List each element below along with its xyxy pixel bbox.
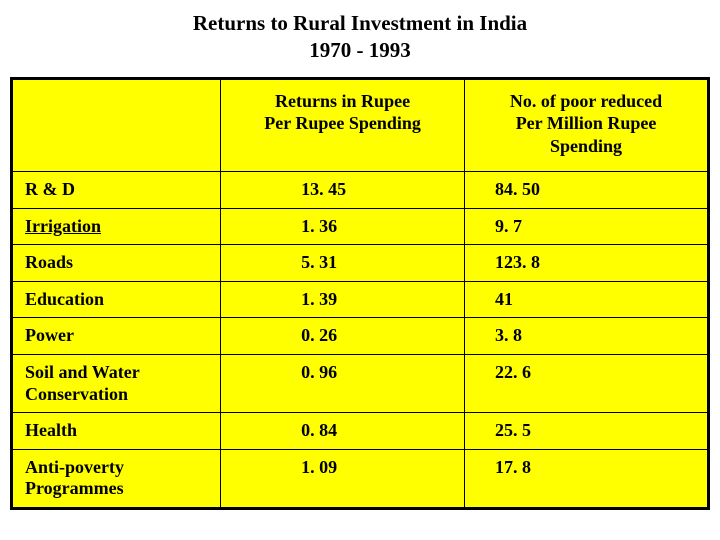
header-returns-line1: Returns in Rupee	[275, 91, 410, 111]
table-row: Roads5. 31123. 8	[12, 245, 709, 282]
rural-investment-table: Returns in Rupee Per Rupee Spending No. …	[10, 77, 710, 510]
cell-poor-reduced: 84. 50	[465, 172, 709, 209]
title-area: Returns to Rural Investment in India 197…	[0, 0, 720, 77]
header-poor-reduced: No. of poor reduced Per Million Rupee Sp…	[465, 78, 709, 172]
cell-category: Power	[12, 318, 221, 355]
table-row: Anti-poverty Programmes1. 0917. 8	[12, 449, 709, 508]
cell-category: R & D	[12, 172, 221, 209]
header-returns: Returns in Rupee Per Rupee Spending	[221, 78, 465, 172]
table-row: Soil and Water Conservation0. 9622. 6	[12, 355, 709, 413]
table-row: Health0. 8425. 5	[12, 413, 709, 450]
cell-category: Soil and Water Conservation	[12, 355, 221, 413]
table-row: R & D13. 4584. 50	[12, 172, 709, 209]
table-row: Power0. 263. 8	[12, 318, 709, 355]
cell-returns: 0. 26	[221, 318, 465, 355]
cell-returns: 1. 36	[221, 208, 465, 245]
table-header-row: Returns in Rupee Per Rupee Spending No. …	[12, 78, 709, 172]
cell-returns: 1. 09	[221, 449, 465, 508]
cell-poor-reduced: 123. 8	[465, 245, 709, 282]
table-container: Returns in Rupee Per Rupee Spending No. …	[10, 77, 710, 510]
cell-category: Education	[12, 281, 221, 318]
cell-returns: 0. 96	[221, 355, 465, 413]
cell-returns: 1. 39	[221, 281, 465, 318]
cell-poor-reduced: 22. 6	[465, 355, 709, 413]
header-returns-line2: Per Rupee Spending	[264, 113, 421, 133]
cell-category: Irrigation	[12, 208, 221, 245]
header-poor-line1: No. of poor reduced	[510, 91, 662, 111]
table-row: Education1. 3941	[12, 281, 709, 318]
cell-poor-reduced: 41	[465, 281, 709, 318]
title-line-1: Returns to Rural Investment in India	[0, 10, 720, 37]
header-poor-line3: Spending	[550, 136, 622, 156]
cell-poor-reduced: 25. 5	[465, 413, 709, 450]
cell-category: Anti-poverty Programmes	[12, 449, 221, 508]
header-poor-line2: Per Million Rupee	[516, 113, 657, 133]
cell-poor-reduced: 17. 8	[465, 449, 709, 508]
header-category	[12, 78, 221, 172]
table-row: Irrigation1. 369. 7	[12, 208, 709, 245]
cell-poor-reduced: 9. 7	[465, 208, 709, 245]
cell-category: Health	[12, 413, 221, 450]
cell-category: Roads	[12, 245, 221, 282]
cell-poor-reduced: 3. 8	[465, 318, 709, 355]
table-body: R & D13. 4584. 50Irrigation1. 369. 7Road…	[12, 172, 709, 509]
cell-returns: 5. 31	[221, 245, 465, 282]
cell-returns: 13. 45	[221, 172, 465, 209]
title-line-2: 1970 - 1993	[0, 37, 720, 64]
cell-returns: 0. 84	[221, 413, 465, 450]
